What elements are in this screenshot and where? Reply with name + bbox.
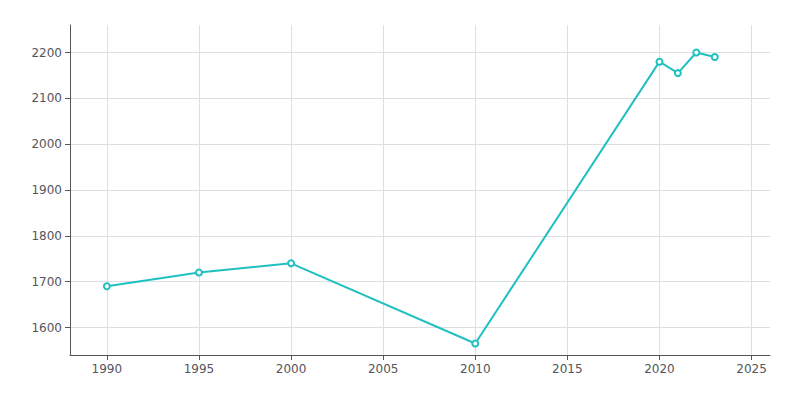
svg-text:2020: 2020 (644, 362, 675, 376)
svg-text:2000: 2000 (31, 137, 62, 151)
svg-text:2010: 2010 (460, 362, 491, 376)
svg-text:2000: 2000 (276, 362, 307, 376)
svg-text:2200: 2200 (31, 46, 62, 60)
svg-text:1600: 1600 (31, 321, 62, 335)
svg-text:2100: 2100 (31, 91, 62, 105)
svg-text:1700: 1700 (31, 275, 62, 289)
svg-text:2005: 2005 (368, 362, 399, 376)
svg-text:1990: 1990 (92, 362, 123, 376)
svg-text:1800: 1800 (31, 229, 62, 243)
svg-text:2015: 2015 (552, 362, 583, 376)
svg-text:2025: 2025 (736, 362, 767, 376)
svg-text:1995: 1995 (184, 362, 215, 376)
svg-text:1900: 1900 (31, 183, 62, 197)
